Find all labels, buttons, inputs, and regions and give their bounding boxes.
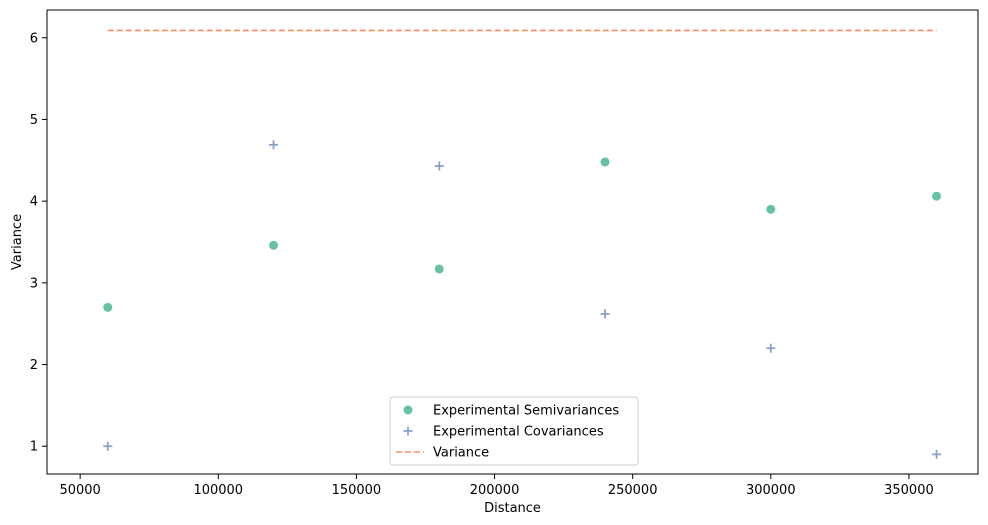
x-axis-title: Distance	[484, 501, 541, 516]
y-tick-label: 3	[30, 276, 38, 291]
x-tick-label: 100000	[193, 483, 243, 498]
semivariance-point	[932, 191, 942, 201]
legend-label: Variance	[433, 446, 489, 461]
y-axis: 1 2 3 4 5 6	[30, 31, 47, 455]
semivariance-point	[103, 302, 113, 312]
legend-label: Experimental Covariances	[433, 425, 604, 440]
y-tick-label: 4	[30, 195, 38, 210]
legend-plus-marker	[403, 426, 413, 436]
legend: Experimental Semivariances Experimental C…	[389, 396, 639, 466]
semivariance-point	[600, 157, 610, 167]
y-tick-label: 2	[30, 358, 38, 373]
semivariance-point	[766, 204, 776, 214]
legend-box	[389, 396, 639, 466]
y-tick-label: 5	[30, 113, 38, 128]
x-tick-label: 50000	[59, 483, 100, 498]
covariance-point	[103, 441, 113, 451]
legend-circle-marker	[403, 405, 413, 415]
legend-variance: Variance	[396, 446, 489, 461]
legend-covariances: Experimental Covariances	[403, 425, 604, 440]
x-tick-label: 250000	[608, 483, 658, 498]
covariance-point	[600, 309, 610, 319]
semivariance-point	[434, 264, 444, 274]
y-tick-label: 1	[30, 440, 38, 455]
x-tick-label: 300000	[746, 483, 796, 498]
legend-semivariances: Experimental Semivariances	[403, 404, 619, 419]
x-tick-label: 200000	[470, 483, 520, 498]
x-axis: 50000 100000 150000 200000 250000 300000 35000…	[59, 474, 934, 498]
y-tick-label: 6	[30, 31, 38, 46]
covariance-point	[434, 161, 444, 171]
legend-label: Experimental Semivariances	[433, 404, 619, 419]
x-tick-label: 350000	[884, 483, 934, 498]
covariance-point	[932, 449, 942, 459]
x-tick-label: 150000	[332, 483, 382, 498]
y-axis-title: Variance	[10, 214, 25, 270]
covariance-point	[766, 343, 776, 353]
covariance-point	[269, 140, 279, 150]
semivariance-point	[269, 240, 279, 250]
series-layer	[103, 29, 942, 459]
